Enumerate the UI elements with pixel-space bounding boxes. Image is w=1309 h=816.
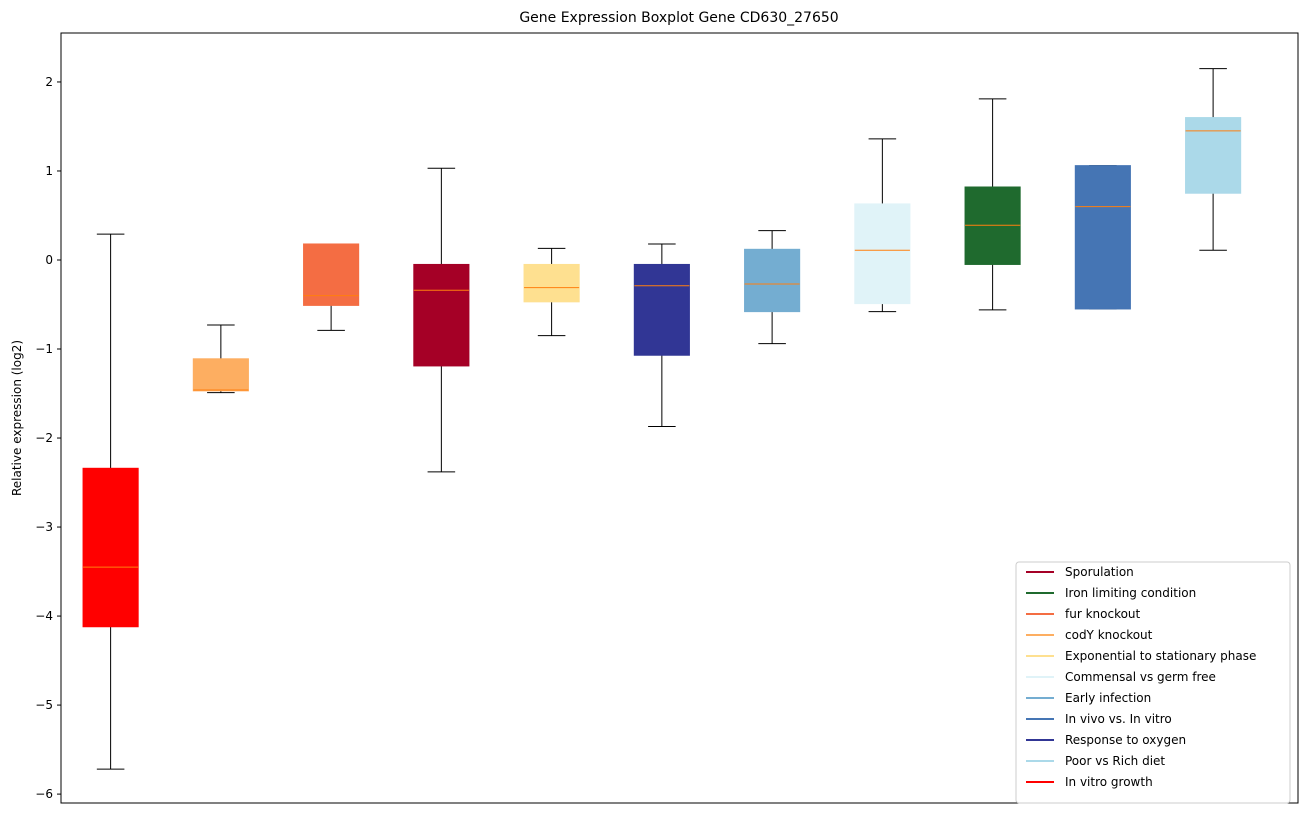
box-group	[192, 324, 249, 394]
box-group	[964, 98, 1021, 311]
y-tick-label: −1	[35, 342, 53, 356]
box-body	[192, 358, 249, 392]
plot-area	[82, 68, 1242, 770]
box-body	[523, 263, 580, 303]
legend-label: Early infection	[1065, 691, 1151, 705]
box-group	[303, 243, 360, 331]
legend-entry: codY knockout	[1026, 628, 1153, 642]
legend: Sporulation Iron limiting condition fur kn…	[1015, 561, 1291, 804]
legend-entry: Response to oxygen	[1026, 733, 1186, 747]
legend-label: Iron limiting condition	[1065, 586, 1196, 600]
legend-label: Poor vs Rich diet	[1065, 754, 1165, 768]
box-group	[1185, 68, 1242, 251]
box-group	[413, 167, 470, 473]
box-group	[854, 138, 911, 313]
legend-entry: Exponential to stationary phase	[1026, 649, 1256, 663]
box-group	[633, 243, 690, 427]
y-tick-label: 1	[45, 164, 53, 178]
y-tick-label: −2	[35, 431, 53, 445]
legend-frame	[1015, 561, 1291, 804]
y-axis-label: Relative expression (log2)	[10, 340, 24, 496]
legend-entry: Commensal vs germ free	[1026, 670, 1216, 684]
legend-entry: Poor vs Rich diet	[1026, 754, 1165, 768]
plot-frame	[60, 32, 1299, 804]
legend-label: codY knockout	[1065, 628, 1153, 642]
y-tick-label: 2	[45, 75, 53, 89]
legend-entry: In vitro growth	[1026, 775, 1153, 789]
chart-title: Gene Expression Boxplot Gene CD630_27650	[519, 10, 838, 26]
box-group	[1074, 165, 1131, 310]
y-tick-label: 0	[45, 253, 53, 267]
y-tick-label: −5	[35, 698, 53, 712]
box-body	[744, 248, 801, 313]
legend-label: Exponential to stationary phase	[1065, 649, 1256, 663]
box-body	[633, 263, 690, 356]
legend-label: fur knockout	[1065, 607, 1141, 621]
legend-entry: Iron limiting condition	[1026, 586, 1196, 600]
y-tick-label: −4	[35, 609, 53, 623]
box-body	[854, 203, 911, 305]
box-body	[1074, 165, 1131, 310]
y-tick-label: −3	[35, 520, 53, 534]
box-body	[1185, 117, 1242, 194]
legend-label: Sporulation	[1065, 565, 1134, 579]
legend-entry: Sporulation	[1026, 565, 1134, 579]
legend-label: Response to oxygen	[1065, 733, 1186, 747]
box-body	[82, 467, 139, 628]
legend-label: In vivo vs. In vitro	[1065, 712, 1172, 726]
legend-entry: In vivo vs. In vitro	[1026, 712, 1172, 726]
box-body	[303, 243, 360, 306]
legend-entry: Early infection	[1026, 691, 1151, 705]
legend-label: Commensal vs germ free	[1065, 670, 1216, 684]
y-axis: −6 −5 −4 −3 −2 −1 0 1 2	[35, 75, 61, 801]
box-body	[413, 263, 470, 367]
legend-entry: fur knockout	[1026, 607, 1141, 621]
legend-label: In vitro growth	[1065, 775, 1153, 789]
box-group	[523, 247, 580, 337]
box-group	[744, 230, 801, 345]
y-tick-label: −6	[35, 787, 53, 801]
box-group	[82, 233, 139, 770]
